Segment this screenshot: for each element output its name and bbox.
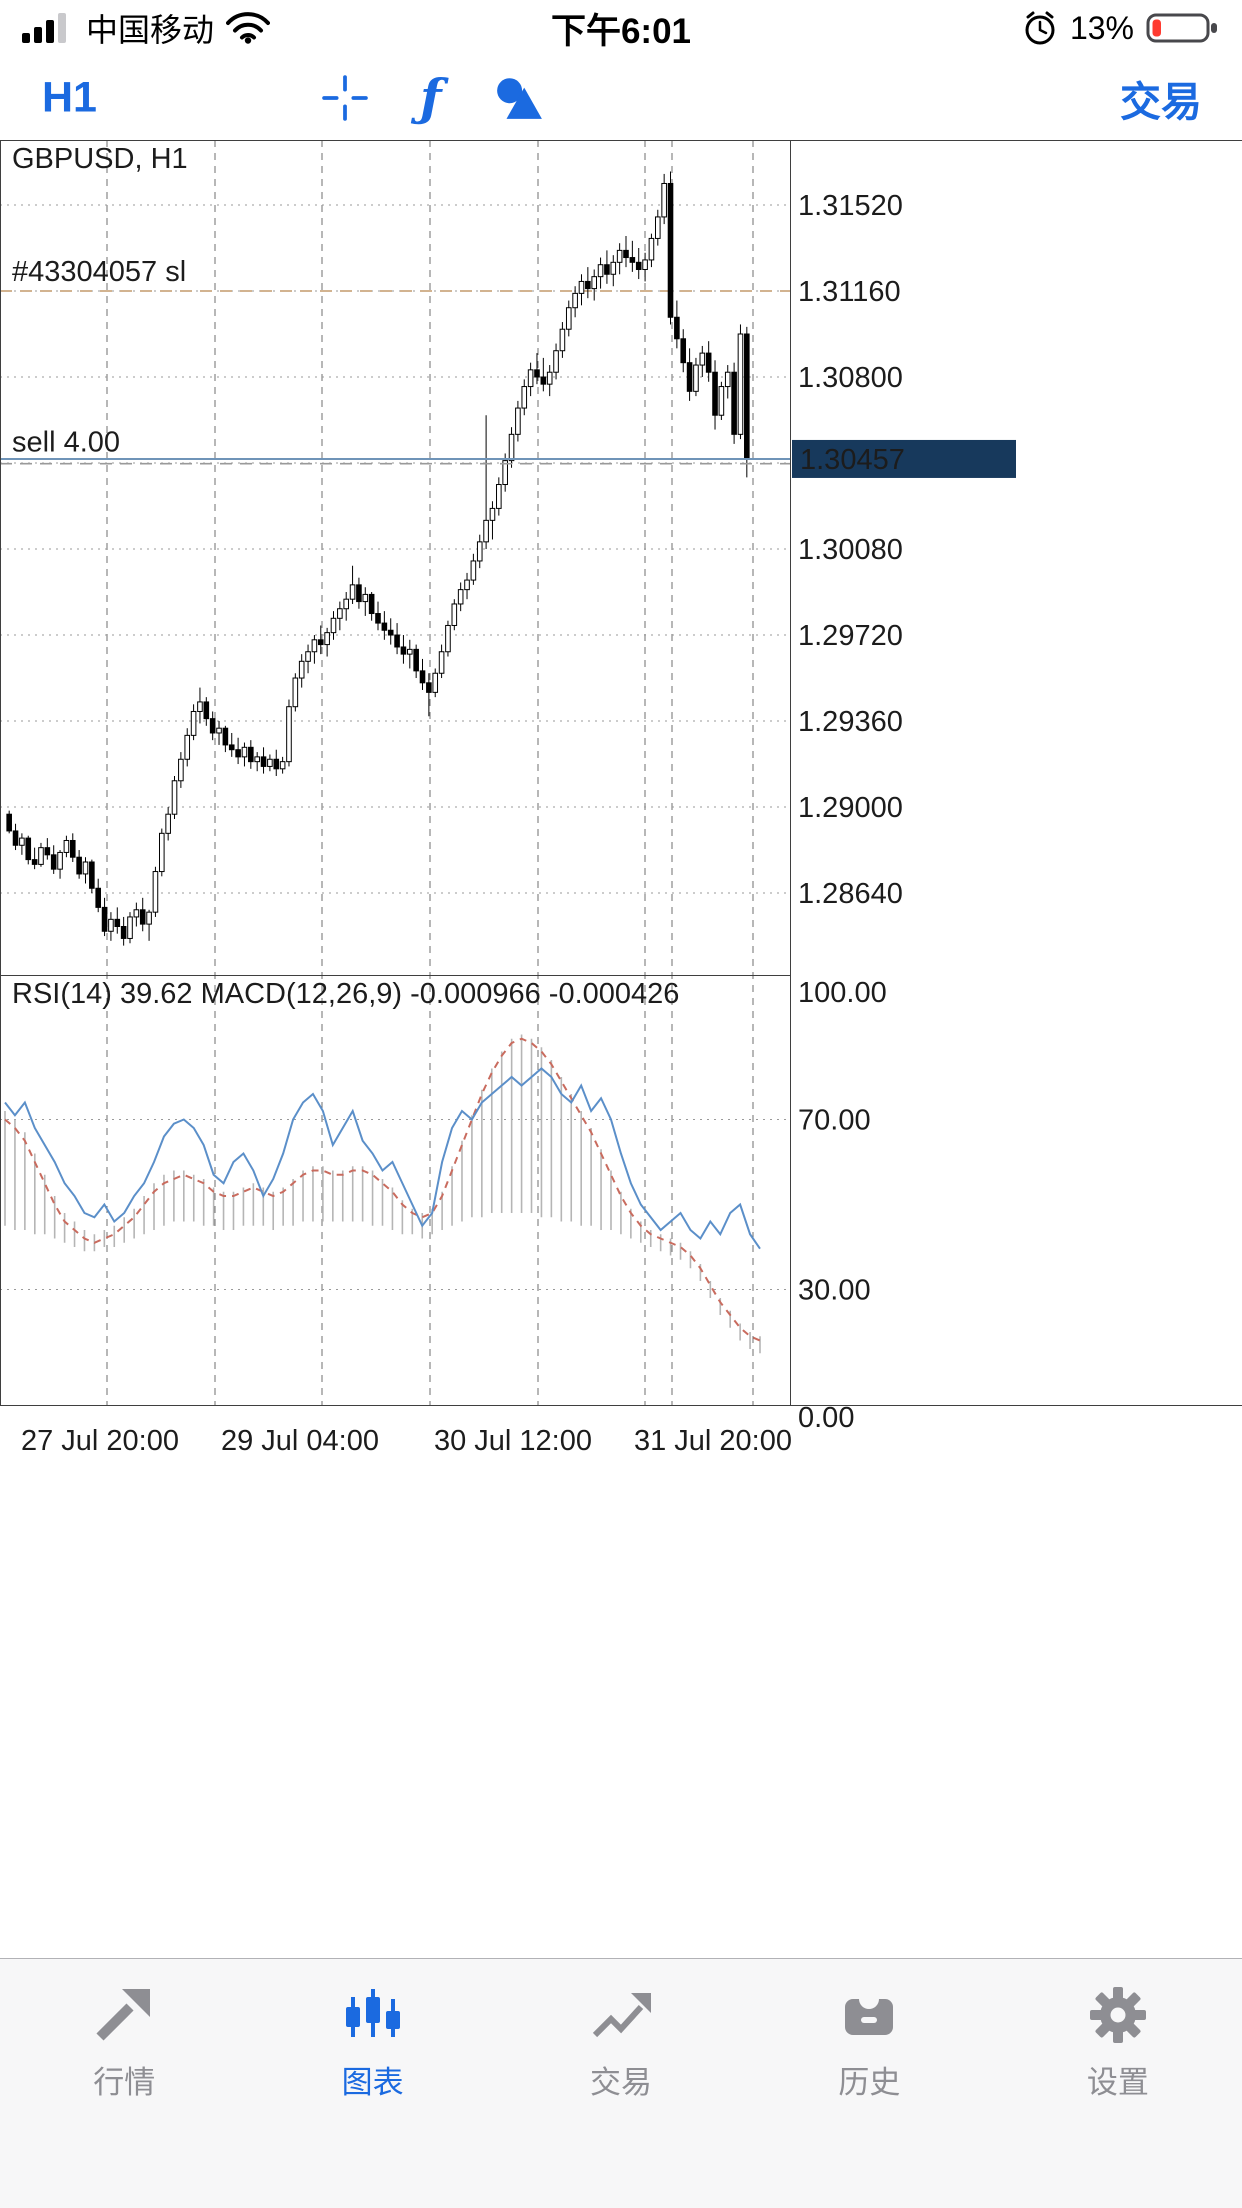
carrier-label: 中国移动	[86, 12, 215, 48]
battery-percent-label: 13%	[1069, 9, 1134, 46]
oscillator-axis-label: 70.00	[798, 1105, 871, 1137]
price-axis-label: 1.29720	[798, 620, 903, 652]
price-axis-label: 1.28640	[798, 878, 903, 910]
settings-gear-icon	[1089, 1987, 1146, 2043]
indicator-function-icon: ƒ	[420, 68, 442, 127]
oscillator-axis-label: 0.00	[798, 1402, 854, 1434]
clock-label: 下午6:01	[550, 11, 692, 51]
price-axis-label: 1.31160	[798, 276, 901, 308]
sell-position-label: sell 4.00	[12, 427, 120, 459]
wifi-icon	[226, 12, 271, 44]
crosshair-icon	[322, 75, 368, 121]
tab-quotes[interactable]: 行情	[0, 1959, 248, 2208]
objects-shapes-icon	[496, 78, 542, 119]
cellular-signal-icon	[22, 13, 66, 43]
current-price-badge	[792, 439, 1016, 478]
oscillator-axis-label: 30.00	[798, 1275, 871, 1307]
status-right-group: 13%	[1022, 10, 1220, 47]
tab-bar: 行情 图表 交易	[0, 1958, 1242, 2208]
status-bar: 中国移动 下午6:01 13%	[0, 0, 1242, 56]
crosshair-button[interactable]	[322, 75, 368, 121]
quotes-arrow-icon	[96, 1989, 151, 2041]
price-chart-canvas[interactable]: GBPUSD, H1 #43304057 sl sell 4.00 RSI(14) 3…	[0, 0, 1242, 1480]
charts-candlestick-icon	[345, 1989, 400, 2037]
tab-trade-label: 交易	[590, 2065, 653, 2100]
trade-chart-icon	[592, 1993, 652, 2038]
tab-charts[interactable]: 图表	[248, 1959, 496, 2208]
toolbar-icon-group: ƒ	[322, 56, 544, 140]
history-box-icon	[845, 1989, 894, 2035]
battery-icon	[1146, 13, 1217, 43]
time-axis-label: 27 Jul 20:00	[21, 1425, 179, 1457]
trade-button[interactable]: 交易	[1120, 68, 1202, 128]
current-price-label: 1.30457	[800, 444, 905, 476]
price-axis-label: 1.29360	[798, 706, 903, 738]
time-axis-label: 30 Jul 12:00	[434, 1425, 592, 1457]
indicator-values-label: RSI(14) 39.62 MACD(12,26,9) -0.000966 -0…	[12, 978, 679, 1010]
chart-toolbar: H1 ƒ	[0, 56, 1242, 140]
price-axis-label: 1.30800	[798, 362, 903, 394]
tab-history[interactable]: 历史	[745, 1959, 993, 2208]
tab-quotes-label: 行情	[93, 2065, 156, 2100]
price-axis-label: 1.31520	[798, 190, 903, 222]
oscillator-axis-label: 100.00	[798, 977, 887, 1009]
symbol-timeframe-label: GBPUSD, H1	[12, 143, 188, 175]
timeframe-button[interactable]: H1	[42, 73, 97, 122]
time-axis-label: 31 Jul 20:00	[634, 1425, 792, 1457]
tab-charts-label: 图表	[341, 2065, 404, 2100]
objects-button[interactable]	[494, 75, 544, 121]
indicators-button[interactable]: ƒ	[420, 73, 442, 123]
status-left-group: 中国移动	[22, 5, 271, 51]
alarm-clock-icon	[1025, 11, 1055, 45]
time-axis-label: 29 Jul 04:00	[221, 1425, 379, 1457]
tab-settings[interactable]: 设置	[994, 1959, 1242, 2208]
tab-history-label: 历史	[838, 2065, 901, 2100]
price-axis-label: 1.30080	[798, 534, 903, 566]
stop-loss-label: #43304057 sl	[12, 256, 186, 288]
tab-settings-label: 设置	[1086, 2065, 1149, 2100]
price-axis-label: 1.29000	[798, 792, 903, 824]
tab-trade[interactable]: 交易	[497, 1959, 745, 2208]
